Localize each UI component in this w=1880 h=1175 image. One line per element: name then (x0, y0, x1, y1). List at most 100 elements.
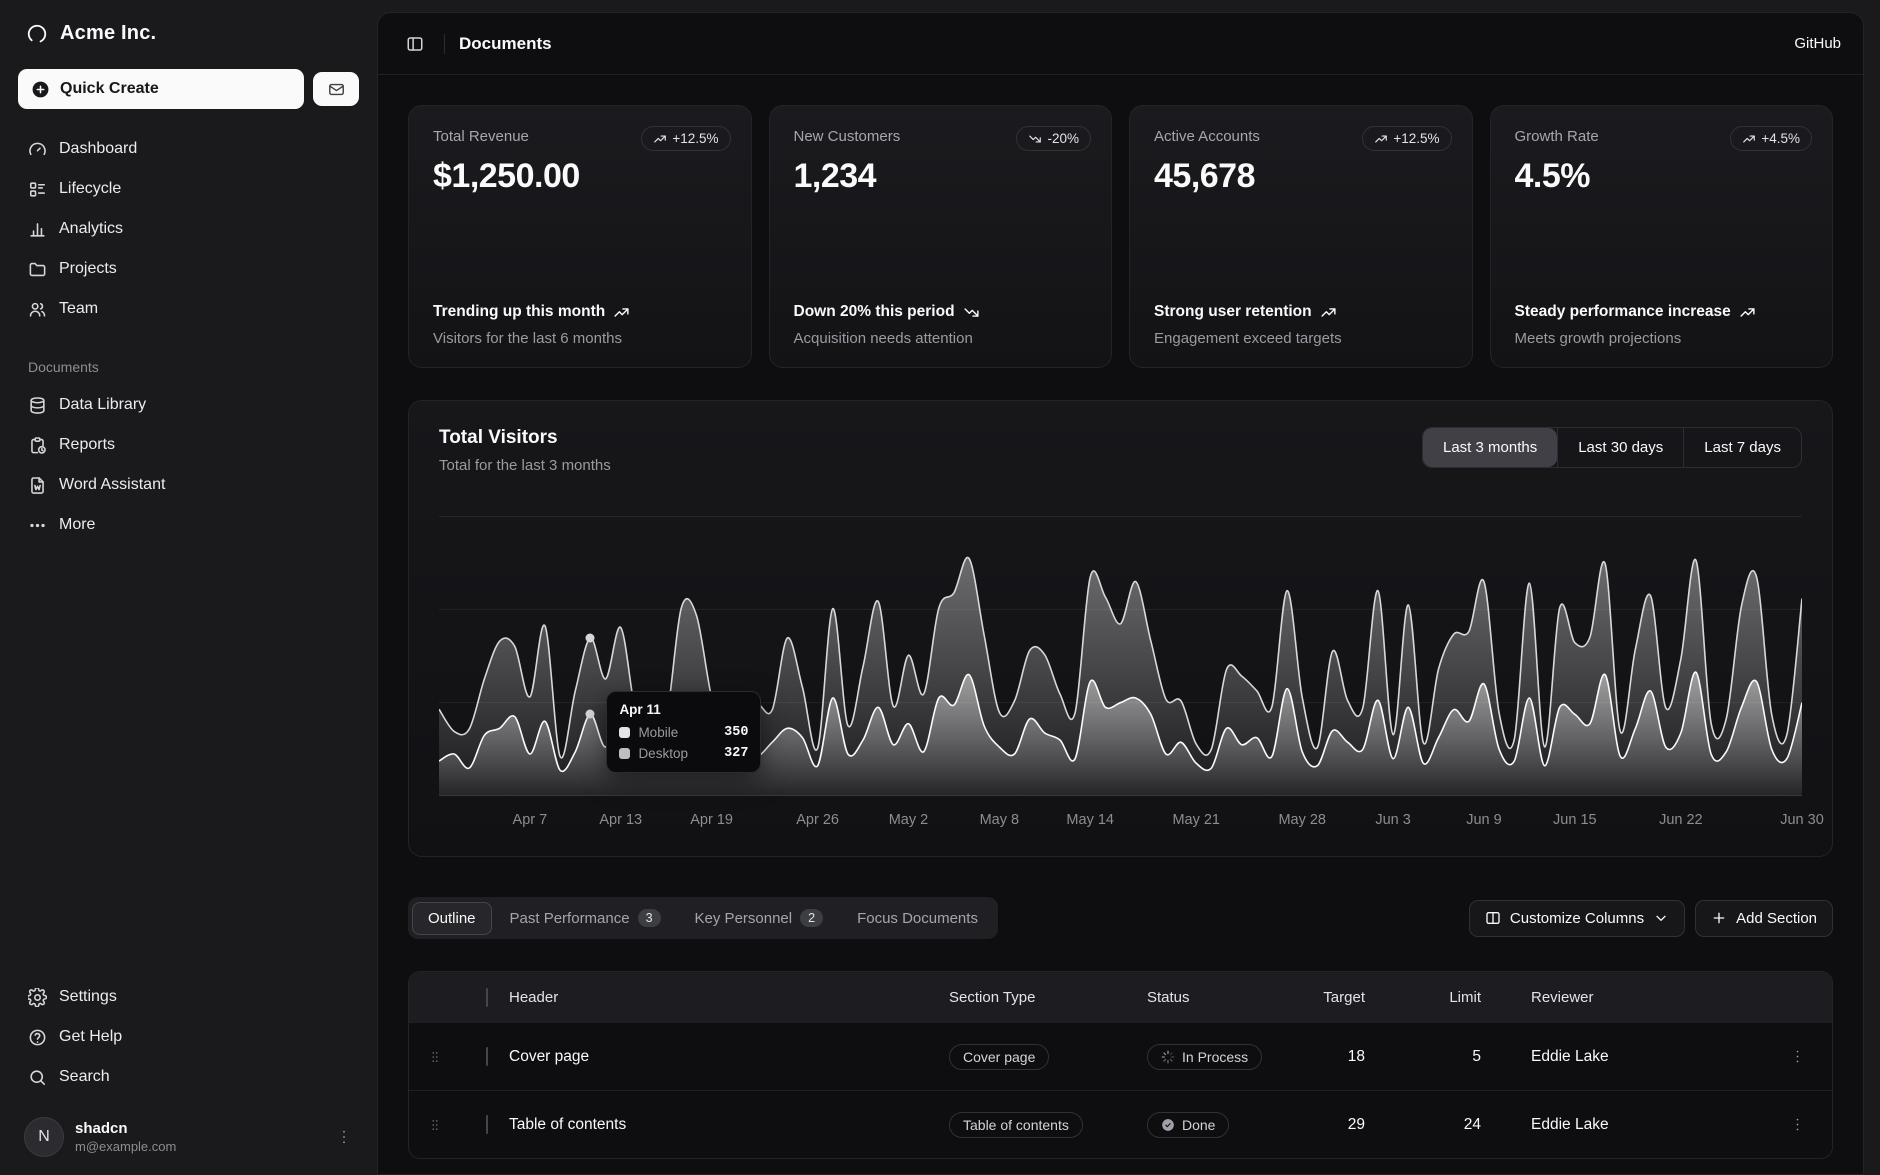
customize-columns-label: Customize Columns (1509, 909, 1645, 927)
sidebar-item-projects[interactable]: Projects (18, 249, 359, 289)
x-tick: Apr 7 (512, 812, 548, 828)
row-menu-button[interactable] (1762, 1116, 1832, 1133)
stat-card-value: 45,678 (1154, 157, 1255, 195)
row-checkbox[interactable] (486, 1114, 488, 1134)
sidebar-item-dashboard[interactable]: Dashboard (18, 129, 359, 169)
customize-columns-button[interactable]: Customize Columns (1468, 899, 1686, 937)
database-icon (28, 396, 47, 415)
limit-cell: 5 (1472, 1047, 1481, 1065)
x-tick: Apr 19 (690, 812, 733, 828)
range-last-7-days[interactable]: Last 7 days (1683, 428, 1801, 467)
user-menu[interactable]: N shadcn m@example.com (18, 1111, 359, 1157)
select-all-checkbox[interactable] (486, 987, 488, 1007)
limit-cell: 24 (1463, 1115, 1481, 1133)
trend-up-icon (1374, 132, 1388, 146)
sidebar-item-word-assistant[interactable]: Word Assistant (18, 465, 359, 505)
column-target: Target (1323, 988, 1365, 1006)
sidebar-item-search[interactable]: Search (18, 1057, 359, 1097)
brand[interactable]: Acme Inc. (18, 20, 359, 45)
column-section-type: Section Type (949, 988, 1036, 1006)
tab-key-personnel[interactable]: Key Personnel 2 (679, 901, 840, 935)
table-body: Cover page Cover page In Process 18 5 Eddie L… (409, 1022, 1832, 1158)
tab-focus-documents[interactable]: Focus Documents (857, 909, 978, 927)
sidebar-item-team[interactable]: Team (18, 289, 359, 329)
help-icon (28, 1028, 47, 1047)
inbox-button[interactable] (313, 72, 359, 106)
tab-outline[interactable]: Outline (412, 901, 492, 935)
page-title: Documents (459, 33, 552, 53)
sidebar-item-label: Reports (59, 436, 116, 453)
sidebar-item-label: Settings (59, 988, 117, 1005)
trend-up-icon (653, 132, 667, 146)
sidebar-item-data-library[interactable]: Data Library (18, 385, 359, 425)
series-swatch (619, 727, 631, 738)
trend-down-icon (1028, 132, 1042, 146)
tab-past-performance[interactable]: Past Performance 3 (494, 901, 677, 935)
sidebar-item-label: Data Library (59, 396, 147, 413)
sidebar-item-more[interactable]: More (18, 505, 359, 545)
row-checkbox[interactable] (486, 1046, 488, 1066)
visitors-chart-card: Total Visitors Total for the last 3 mont… (408, 400, 1833, 857)
row-menu-button[interactable] (1762, 1048, 1832, 1065)
x-tick: Apr 13 (599, 812, 643, 828)
trend-down-icon (963, 304, 980, 321)
sidebar-item-lifecycle[interactable]: Lifecycle (18, 169, 359, 209)
drag-handle[interactable] (409, 1118, 461, 1132)
x-axis-ticks: Apr 7 Apr 13 Apr 19 Apr 26 May 2 May 8 May 14 M… (439, 806, 1824, 836)
quick-create-button[interactable]: Quick Create (18, 69, 304, 109)
section-type-badge: Cover page (949, 1043, 1050, 1070)
add-section-button[interactable]: Add Section (1695, 899, 1833, 937)
stat-card-label: Total Revenue (433, 128, 529, 145)
row-header-cell[interactable]: Cover page (509, 1047, 590, 1065)
table-row[interactable]: Cover page Cover page In Process 18 5 Eddie L… (409, 1022, 1832, 1090)
circle-check-icon (1161, 1118, 1175, 1132)
range-last-3-months[interactable]: Last 3 months (1423, 428, 1558, 467)
folder-icon (28, 260, 47, 279)
tooltip-row: Desktop 327 (619, 746, 748, 761)
table-row[interactable]: Table of contents Table of contents Done 29… (409, 1090, 1832, 1158)
columns-icon (1485, 910, 1501, 926)
column-reviewer: Reviewer (1531, 988, 1594, 1006)
sidebar-item-settings[interactable]: Settings (18, 977, 359, 1017)
stat-card-value: $1,250.00 (433, 157, 580, 195)
chart-active-dot (585, 709, 595, 719)
stat-card-label: Growth Rate (1514, 128, 1599, 145)
topbar: Documents GitHub (378, 13, 1863, 75)
range-last-30-days[interactable]: Last 30 days (1557, 428, 1683, 467)
search-icon (28, 1068, 47, 1087)
x-tick: Jun 9 (1466, 812, 1502, 828)
ellipsis-vertical-icon[interactable] (335, 1128, 353, 1146)
stat-card-footer-note: Visitors for the last 6 months (433, 330, 622, 347)
quick-create-label: Quick Create (60, 80, 159, 97)
sidebar-toggle-button[interactable] (400, 29, 430, 59)
stat-cards: Total Revenue +12.5% $1,250.00 Trending up … (378, 75, 1863, 368)
github-link[interactable]: GitHub (1794, 35, 1841, 52)
row-header-cell[interactable]: Table of contents (509, 1115, 627, 1133)
trend-up-icon (1320, 304, 1337, 321)
sidebar-item-label: Dashboard (59, 140, 138, 157)
stat-card-growth-rate: Growth Rate +4.5% 4.5% Steady performance i… (1489, 105, 1833, 368)
chart-title: Total Visitors (439, 427, 558, 448)
drag-handle[interactable] (409, 1050, 461, 1064)
sidebar-item-get-help[interactable]: Get Help (18, 1017, 359, 1057)
x-tick: May 21 (1172, 812, 1220, 828)
sidebar-item-analytics[interactable]: Analytics (18, 209, 359, 249)
file-word-icon (28, 476, 47, 495)
trend-badge: +12.5% (1362, 126, 1452, 151)
x-tick: Jun 30 (1780, 812, 1824, 828)
stat-card-label: Active Accounts (1154, 128, 1260, 145)
sidebar-main-nav: Dashboard Lifecycle Analytics Projects Team (18, 129, 359, 329)
sidebar-item-reports[interactable]: Reports (18, 425, 359, 465)
stat-card-footer-title: Steady performance increase (1515, 301, 1773, 323)
sidebar-item-label: Analytics (59, 220, 124, 237)
column-limit: Limit (1449, 988, 1481, 1006)
trend-up-icon (1739, 304, 1756, 321)
stat-card-active-accounts: Active Accounts +12.5% 45,678 Strong user r… (1129, 105, 1473, 368)
trend-up-icon (613, 304, 630, 321)
trend-badge: +12.5% (641, 126, 731, 151)
tooltip-row: Mobile 350 (619, 725, 748, 740)
area-chart[interactable]: Apr 11 Mobile 350 Desktop 327 (439, 516, 1802, 796)
x-tick: Jun 22 (1659, 812, 1703, 828)
main-panel: Documents GitHub Total Revenue +12.5% $1,2… (377, 12, 1864, 1175)
target-cell: 29 (1347, 1115, 1365, 1133)
